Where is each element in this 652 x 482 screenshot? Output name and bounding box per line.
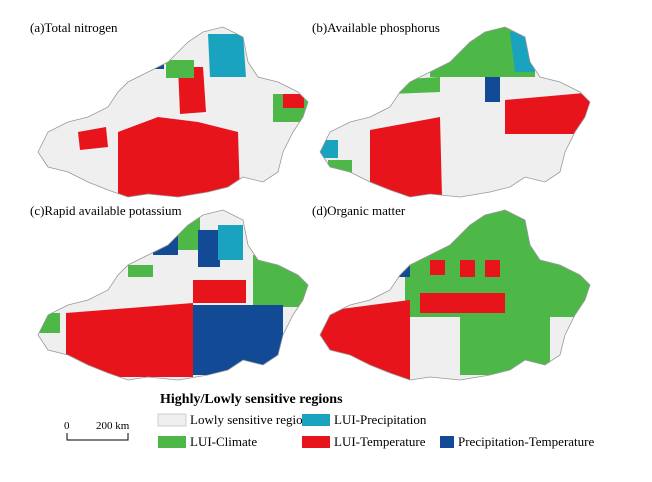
panel-title: (d)Organic matter [312,203,406,218]
legend-swatch [158,436,186,448]
legend-title: Highly/Lowly sensitive regions [160,392,343,407]
panel-title: (a)Total nitrogen [30,20,118,35]
scale-label: 0 [64,420,70,432]
legend-label: Lowly sensitive regions [190,412,314,427]
map-panel [319,26,591,198]
scale-label: 200 km [96,420,130,432]
scale-bar [66,433,129,441]
panel-title: (b)Available phosphorus [312,20,440,35]
map-panel [37,26,309,198]
legend-label: LUI-Precipitation [334,412,427,427]
panel-title: (c)Rapid available potassium [30,203,182,218]
legend-label: LUI-Temperature [334,434,426,449]
legend-label: LUI-Climate [190,434,257,449]
legend-swatch [440,436,454,448]
legend-swatch [157,413,187,427]
map-panel [319,209,591,381]
map-panel [37,209,309,381]
legend-label: Precipitation-Temperature [458,434,594,449]
legend-swatch [302,436,330,448]
legend-swatch [302,414,330,426]
